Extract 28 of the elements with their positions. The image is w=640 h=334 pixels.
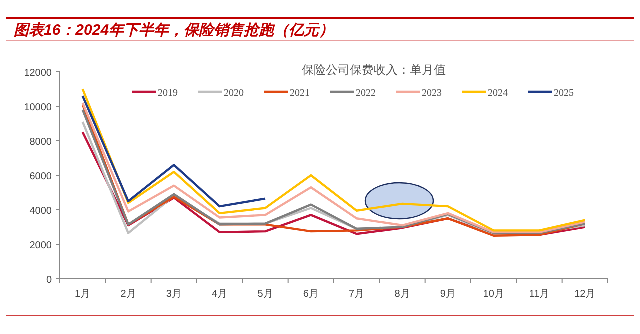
y-tick-label: 8000 [30,137,52,148]
y-tick-label: 6000 [30,172,52,182]
x-tick-label: 11月 [529,289,550,300]
chart-title: 图表16：2024年下半年，保险销售抢跑（亿元） [14,22,334,39]
y-tick-label: 12000 [24,68,52,79]
x-tick-label: 10月 [483,289,504,300]
legend-label: 2024 [488,88,508,99]
x-tick-label: 1月 [75,289,91,300]
x-tick-label: 12月 [574,289,596,300]
y-tick-label: 2000 [30,240,52,252]
chart-subtitle: 保险公司保费收入：单月值 [302,63,446,77]
y-tick-label: 10000 [24,102,52,114]
y-tick-label: 4000 [30,206,52,217]
y-tick-label: 0 [46,275,52,286]
legend-label: 2022 [356,88,376,99]
x-tick-label: 9月 [440,289,456,300]
legend-label: 2023 [422,88,442,99]
x-tick-label: 7月 [349,289,365,300]
x-tick-label: 6月 [303,289,319,300]
legend-label: 2020 [224,88,244,99]
x-tick-label: 4月 [212,289,228,300]
legend-label: 2025 [554,88,574,99]
legend-label: 2021 [290,88,310,99]
legend-label: 2019 [158,88,178,99]
x-tick-label: 2月 [120,289,136,300]
x-tick-label: 8月 [394,289,410,300]
x-tick-label: 3月 [166,289,182,300]
x-tick-label: 5月 [258,289,274,300]
